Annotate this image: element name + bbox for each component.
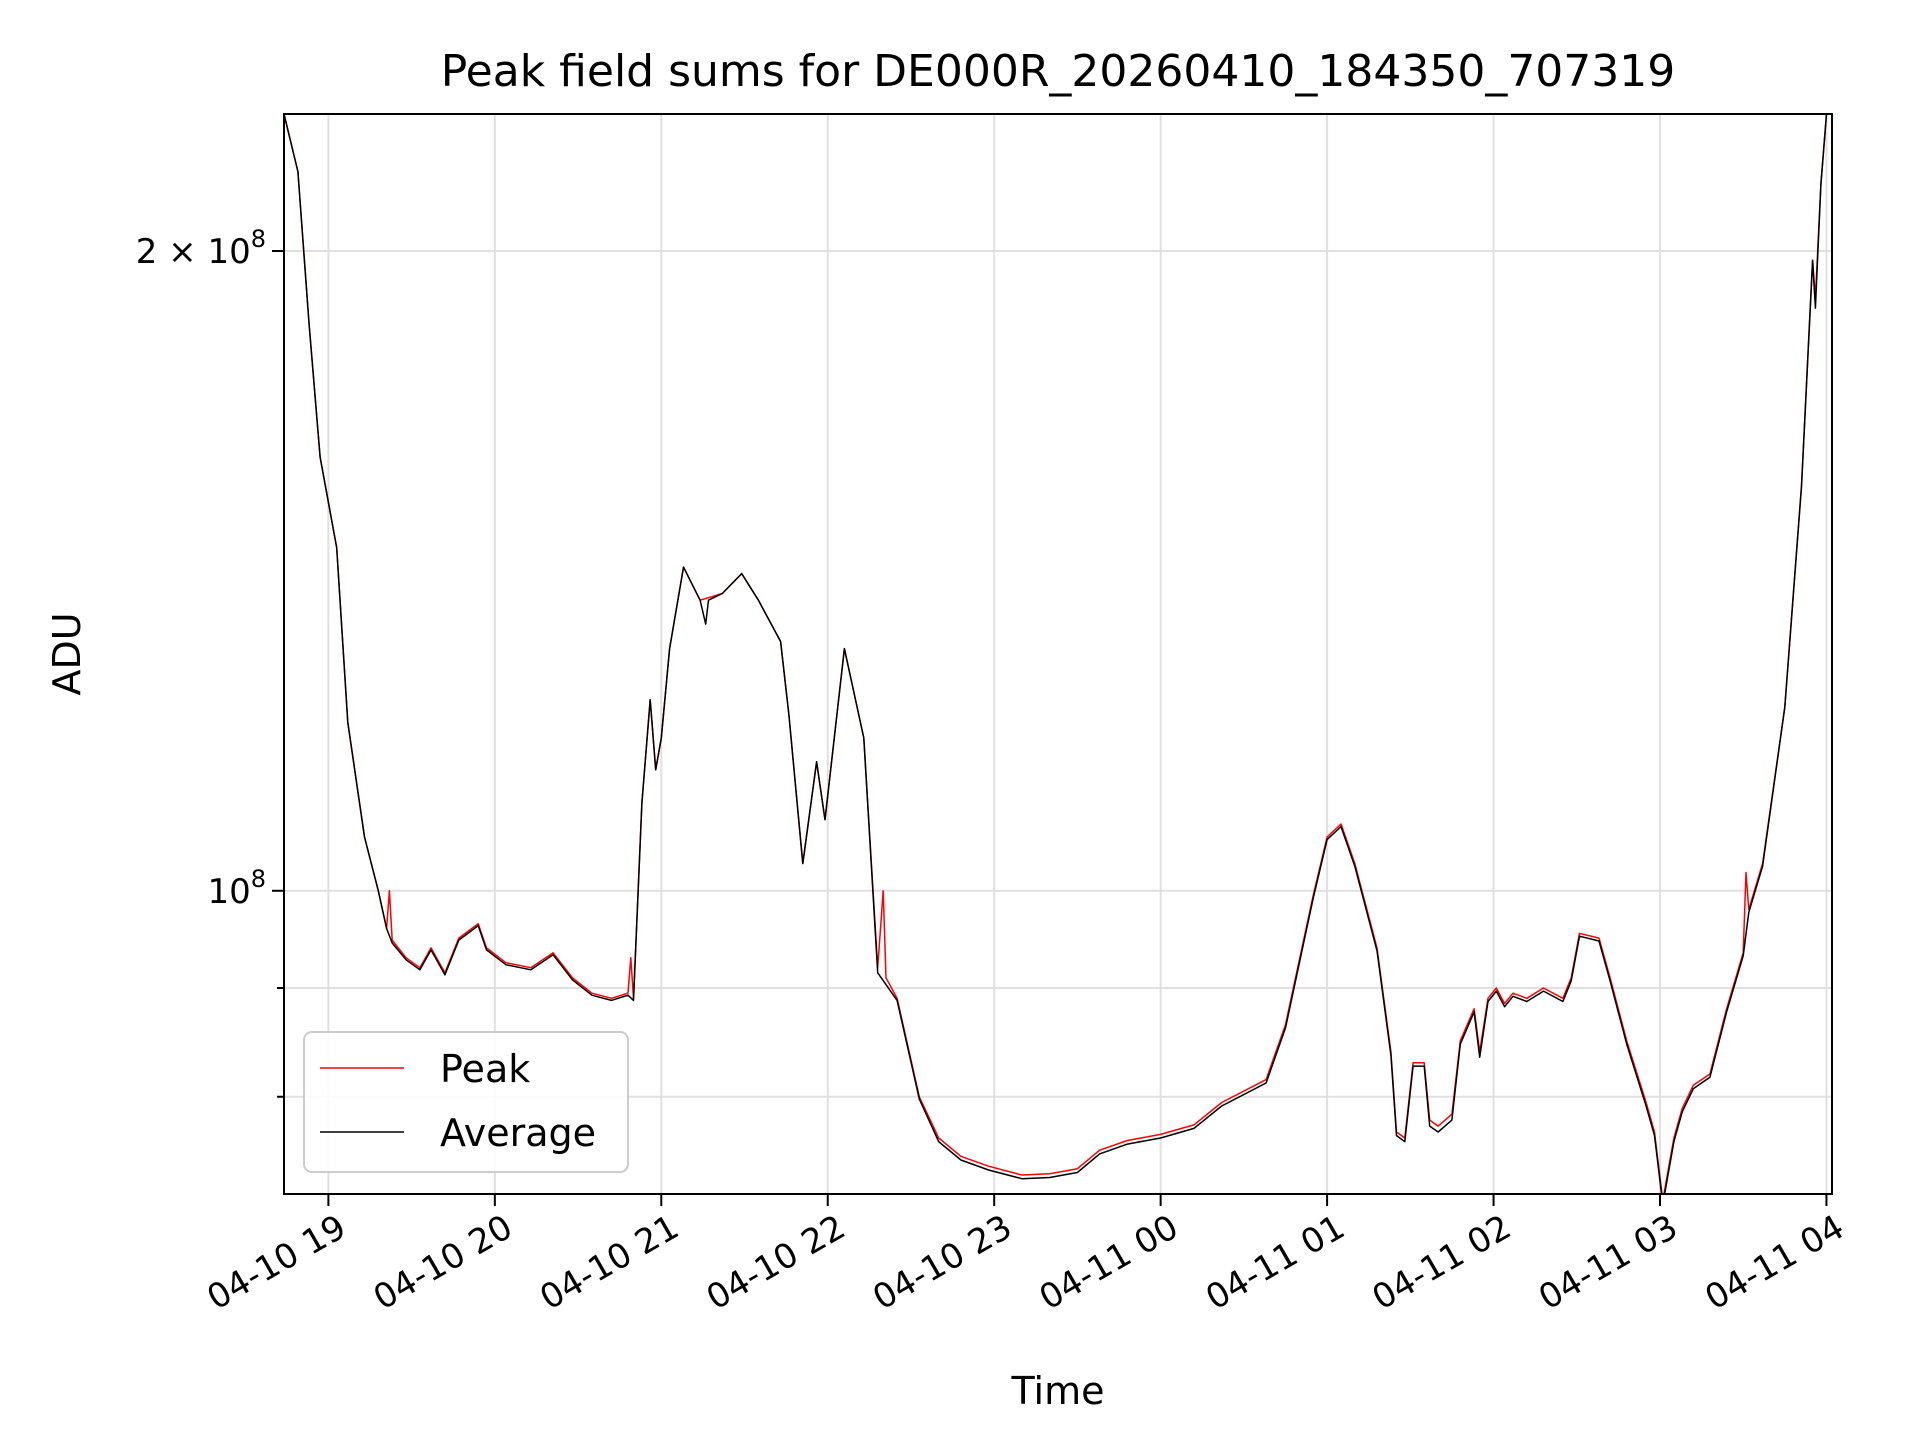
legend-label-average: Average	[440, 1111, 596, 1155]
legend-label-peak: Peak	[440, 1047, 530, 1091]
x-axis-ticks: 04-10 19 04-10 20 04-10 21 04-10 22 04-10 23…	[200, 1194, 1851, 1318]
y-tick-label: 108	[207, 865, 266, 912]
x-tick-label: 04-11 03	[1532, 1207, 1684, 1318]
x-tick-label: 04-10 21	[533, 1207, 685, 1318]
series-layer	[284, 114, 1828, 1194]
x-tick-label: 04-11 02	[1366, 1207, 1518, 1318]
x-axis-label: Time	[1011, 1369, 1105, 1413]
x-tick-label: 04-11 00	[1033, 1207, 1185, 1318]
series-line-average	[284, 114, 1828, 1194]
y-axis-label: ADU	[45, 612, 89, 695]
legend-box	[303, 1031, 629, 1173]
x-tick-label: 04-11 04	[1699, 1207, 1851, 1318]
x-tick-label: 04-10 20	[367, 1207, 519, 1318]
chart-title: Peak field sums for DE000R_20260410_1843…	[441, 46, 1676, 97]
plot-frame	[283, 113, 1833, 1195]
x-tick-label: 04-10 22	[700, 1207, 852, 1318]
x-tick-label: 04-10 23	[866, 1207, 1018, 1318]
x-tick-label: 04-11 01	[1199, 1207, 1351, 1318]
legend: Peak Average	[303, 1031, 629, 1173]
series-line-peak	[284, 114, 1828, 1194]
y-tick-label: 2 × 108	[136, 225, 266, 272]
y-axis-ticks: 2 × 108 108	[136, 225, 284, 1098]
x-tick-label: 04-10 19	[200, 1207, 352, 1318]
